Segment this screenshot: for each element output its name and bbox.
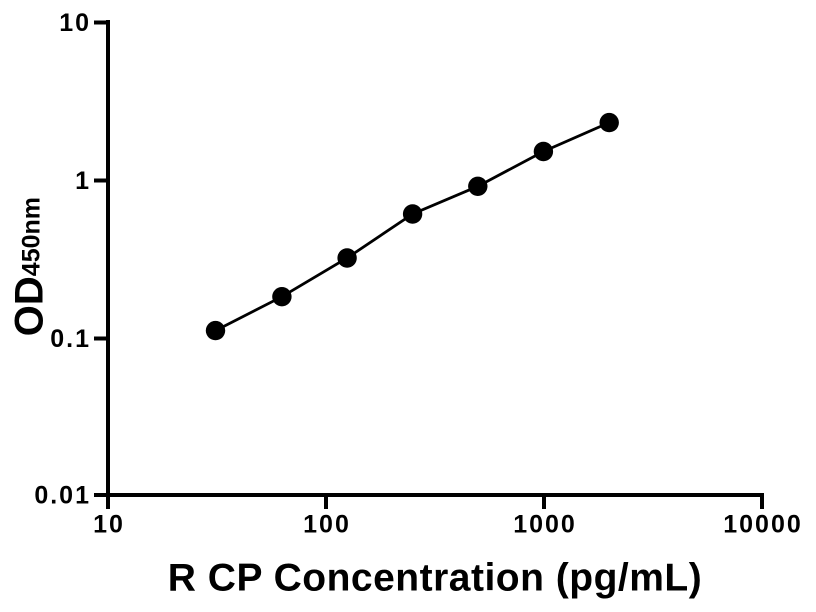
svg-text:100: 100 (303, 511, 351, 539)
svg-text:R CP Concentration (pg/mL): R CP Concentration (pg/mL) (168, 557, 702, 600)
svg-text:OD450nm: OD450nm (8, 197, 52, 336)
svg-text:10000: 10000 (723, 511, 803, 539)
svg-text:10: 10 (59, 9, 91, 37)
svg-text:1000: 1000 (513, 511, 577, 539)
svg-text:0.01: 0.01 (34, 482, 91, 510)
svg-text:1: 1 (75, 167, 91, 195)
svg-text:10: 10 (93, 511, 125, 539)
svg-text:0.1: 0.1 (50, 325, 91, 353)
